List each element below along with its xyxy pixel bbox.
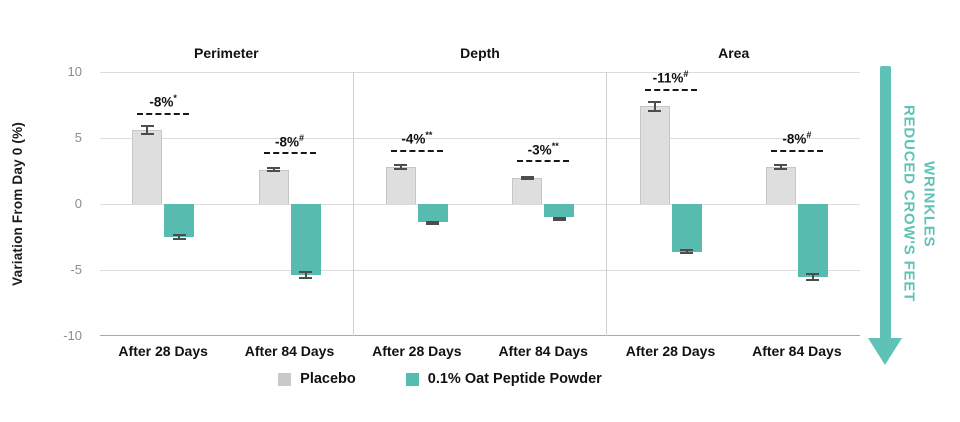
annotation-dash-line <box>137 112 190 115</box>
bar-pair: -8%# <box>765 72 828 336</box>
legend: Placebo 0.1% Oat Peptide Powder <box>100 371 780 387</box>
placebo-bar <box>765 167 796 204</box>
error-bar <box>140 124 154 136</box>
annotation-dash-line <box>517 160 570 163</box>
oat-peptide-bar <box>797 204 828 277</box>
arrow-shaft <box>880 66 891 342</box>
annotation: -11%# <box>626 69 716 91</box>
panel-perimeter: Perimeter -8%* After 28 Days -8%# After 84 D… <box>100 45 353 359</box>
y-tick-label: -10 <box>63 328 82 343</box>
plot-area: Perimeter -8%* After 28 Days -8%# After 84 D… <box>100 45 860 359</box>
annotation-label: -3%** <box>527 140 559 158</box>
panel-title: Perimeter <box>194 45 259 61</box>
panel-depth: Depth -4%** After 28 Days -3%** After 84 Day… <box>352 45 607 359</box>
gridline-y-5 <box>100 270 860 271</box>
placebo-bar <box>512 177 543 204</box>
annotation-label: -4%** <box>401 130 433 147</box>
x-tick-label: After 28 Days <box>372 343 462 359</box>
legend-item-oat-peptide: 0.1% Oat Peptide Powder <box>405 371 602 387</box>
panel-title: Area <box>718 45 750 61</box>
annotation-label: -11%# <box>652 69 689 86</box>
gridline-y-10 <box>100 335 860 336</box>
annotation: -8%# <box>245 133 335 155</box>
gridline-y0 <box>100 204 860 205</box>
placebo-bar <box>639 106 670 204</box>
bar-pair: -8%# <box>258 72 321 336</box>
error-bar <box>299 271 313 280</box>
bar-pair: -8%* <box>132 72 195 336</box>
bar-pair: -4%** <box>385 72 448 336</box>
oat-peptide-bar <box>671 204 702 252</box>
panel-title: Depth <box>460 45 500 61</box>
annotation-label: -8%* <box>149 93 177 110</box>
annotation-dash-line <box>390 149 443 152</box>
oat-peptide-bar <box>164 204 195 237</box>
annotation-label: -8%# <box>782 130 812 147</box>
annotation: -4%** <box>372 130 462 152</box>
annotation-label: -8%# <box>275 132 305 150</box>
y-tick-label: 10 <box>67 64 82 79</box>
error-bar <box>267 167 281 173</box>
bar-group: -8%* After 28 Days <box>100 72 226 359</box>
error-bar <box>806 272 820 281</box>
annotation: -8%* <box>118 93 208 115</box>
error-bar <box>680 248 694 255</box>
legend-item-placebo: Placebo <box>278 371 356 387</box>
error-bar <box>520 175 534 180</box>
arrow-caption-line2: WRINKLES <box>920 160 938 248</box>
error-bar <box>172 234 186 240</box>
annotation: -3%** <box>498 141 588 163</box>
placebo-bar <box>258 169 289 204</box>
x-tick-label: After 28 Days <box>118 343 208 359</box>
y-axis-tick-labels: 10 5 0 -5 -10 <box>0 64 92 343</box>
annotation-dash-line <box>644 88 697 91</box>
bar-group: -8%# After 84 Days <box>226 72 352 359</box>
annotation-dash-line <box>770 149 823 152</box>
arrow-caption-line1: REDUCED CROW'S FEET <box>900 105 918 303</box>
error-bar <box>648 101 662 112</box>
bar-group: -4%** After 28 Days <box>354 72 480 359</box>
y-tick-label: 5 <box>74 130 82 145</box>
annotation-dash-line <box>263 152 316 155</box>
bar-group: -11%# After 28 Days <box>607 69 733 359</box>
x-tick-label: After 28 Days <box>625 343 716 359</box>
error-bar <box>426 221 440 226</box>
x-tick-label: After 84 Days <box>498 343 588 359</box>
bar-group: -8%# After 84 Days <box>734 72 860 359</box>
bar-pair: -3%** <box>512 72 575 336</box>
oat-peptide-bar <box>290 204 321 276</box>
oat-peptide-swatch-icon <box>405 372 419 386</box>
gridline-y10 <box>100 72 860 73</box>
panel-area: Area -11%# After 28 Days -8%# After 84 Days <box>606 45 860 359</box>
arrow-down-icon <box>868 338 902 365</box>
annotation: -8%# <box>752 130 842 152</box>
x-tick-label: After 84 Days <box>244 343 335 359</box>
arrow-caption: REDUCED CROW'S FEET WRINKLES <box>898 66 939 342</box>
placebo-bar <box>132 130 163 204</box>
error-bar <box>774 164 788 170</box>
y-tick-label: 0 <box>74 196 82 211</box>
oat-peptide-bar <box>544 204 575 218</box>
placebo-swatch-icon <box>278 372 292 386</box>
placebo-bar <box>385 167 416 204</box>
bar-group: -3%** After 84 Days <box>480 72 606 359</box>
legend-label-oat-peptide: 0.1% Oat Peptide Powder <box>427 371 602 387</box>
legend-label-placebo: Placebo <box>300 371 356 387</box>
oat-peptide-bar <box>417 204 448 223</box>
error-bar <box>552 216 566 221</box>
panels-container: Perimeter -8%* After 28 Days -8%# After 84 D… <box>100 45 860 359</box>
y-tick-label: -5 <box>70 262 82 277</box>
reduced-wrinkles-arrow: REDUCED CROW'S FEET WRINKLES <box>866 66 960 366</box>
error-bar <box>394 164 408 170</box>
x-tick-label: After 84 Days <box>752 343 842 359</box>
gridline-y5 <box>100 138 860 139</box>
bar-pair: -11%# <box>639 69 702 336</box>
